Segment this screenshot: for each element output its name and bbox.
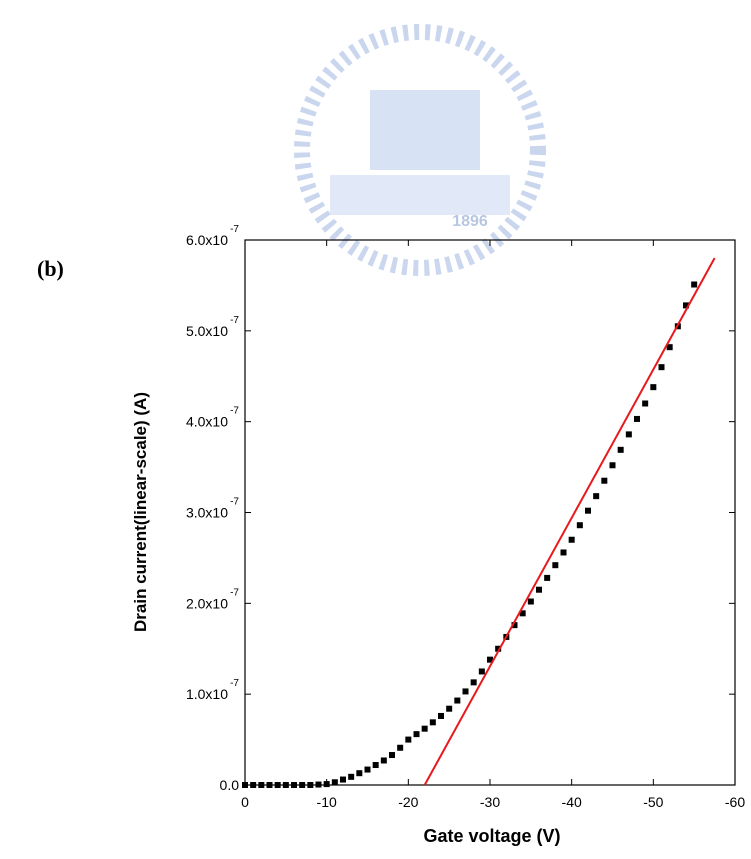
panel-label: (b): [37, 256, 64, 281]
y-tick-label: 0.0: [220, 777, 240, 793]
data-point: [650, 384, 656, 390]
plot-frame: [245, 240, 735, 785]
data-point: [414, 731, 420, 737]
data-point: [299, 782, 305, 788]
x-tick-label: -40: [562, 794, 582, 810]
data-point: [471, 679, 477, 685]
data-point: [659, 364, 665, 370]
y-axis-label: Drain current(linear-scale) (A): [131, 392, 150, 632]
data-point: [438, 713, 444, 719]
y-tick-group: -75.0x10: [186, 315, 239, 339]
data-point: [463, 688, 469, 694]
x-tick-label: -10: [317, 794, 337, 810]
data-point: [544, 575, 550, 581]
data-point: [593, 493, 599, 499]
data-point: [642, 401, 648, 407]
data-point: [569, 537, 575, 543]
data-point: [634, 416, 640, 422]
data-point: [324, 781, 330, 787]
x-tick-label: -60: [725, 794, 745, 810]
x-tick-label: 0: [241, 794, 249, 810]
data-point: [258, 782, 264, 788]
data-point: [356, 770, 362, 776]
data-point: [283, 782, 289, 788]
data-point: [365, 767, 371, 773]
data-point: [479, 668, 485, 674]
y-tick-exponent: -7: [230, 224, 239, 235]
data-point: [316, 782, 322, 788]
data-point: [307, 782, 313, 788]
data-point: [626, 431, 632, 437]
data-point: [373, 762, 379, 768]
data-point: [267, 782, 273, 788]
y-tick-label: 1.0x10: [186, 686, 228, 702]
y-tick-group: -76.0x10: [186, 224, 239, 248]
y-tick-exponent: -7: [230, 406, 239, 417]
x-tick-label: -30: [480, 794, 500, 810]
chart: 1896 (b) Gate voltage (V) Drain current(…: [0, 0, 751, 859]
data-point: [561, 549, 567, 555]
data-point: [601, 478, 607, 484]
data-point: [332, 779, 338, 785]
data-point: [552, 562, 558, 568]
data-point: [291, 782, 297, 788]
y-tick-exponent: -7: [230, 678, 239, 689]
data-point: [397, 745, 403, 751]
y-tick-label: 2.0x10: [186, 595, 228, 611]
y-tick-exponent: -7: [230, 497, 239, 508]
data-point: [250, 782, 256, 788]
data-point: [618, 447, 624, 453]
data-point: [536, 587, 542, 593]
y-tick-label: 5.0x10: [186, 323, 228, 339]
y-tick-label: 3.0x10: [186, 505, 228, 521]
x-tick-label: -50: [643, 794, 663, 810]
x-axis-label: Gate voltage (V): [423, 826, 560, 846]
data-point: [405, 737, 411, 743]
data-point: [577, 522, 583, 528]
logo-text: 1896: [452, 213, 488, 230]
x-tick-label: -20: [398, 794, 418, 810]
data-point: [275, 782, 281, 788]
data-point: [691, 282, 697, 288]
data-point: [381, 757, 387, 763]
data-point: [242, 782, 248, 788]
data-point: [340, 777, 346, 783]
y-tick-group: -72.0x10: [186, 587, 239, 611]
data-point: [528, 599, 534, 605]
data-point: [446, 706, 452, 712]
data-point: [610, 462, 616, 468]
logo-base: [330, 175, 510, 215]
logo-watermark: 1896: [302, 32, 538, 268]
data-point: [422, 726, 428, 732]
logo-building: [370, 90, 480, 170]
data-point: [348, 774, 354, 780]
data-point: [389, 752, 395, 758]
data-point: [430, 719, 436, 725]
y-tick-exponent: -7: [230, 315, 239, 326]
data-point: [585, 508, 591, 514]
y-tick-label: 4.0x10: [186, 414, 228, 430]
y-tick-group: 0.0: [220, 777, 240, 793]
data-point: [454, 698, 460, 704]
y-tick-group: -71.0x10: [186, 678, 239, 702]
y-tick-label: 6.0x10: [186, 232, 228, 248]
y-tick-group: -73.0x10: [186, 497, 239, 521]
y-tick-group: -74.0x10: [186, 406, 239, 430]
y-tick-exponent: -7: [230, 587, 239, 598]
fit-line: [425, 258, 715, 785]
